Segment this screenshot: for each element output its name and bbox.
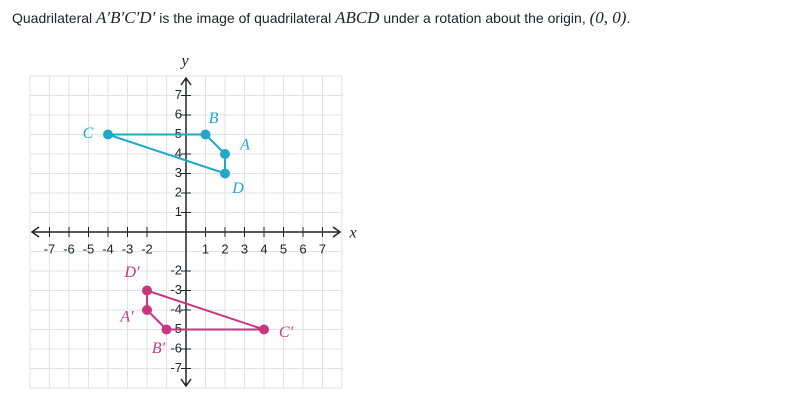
vertex: [220, 168, 230, 179]
y-tick-label: -4: [170, 301, 182, 316]
x-tick-label: 6: [299, 241, 306, 256]
question-math: A′B′C′D′: [96, 8, 156, 27]
vertex-label: A′: [119, 309, 134, 326]
y-tick-label: 3: [175, 165, 182, 180]
x-tick-label: 4: [260, 241, 267, 256]
y-tick-label: 1: [175, 204, 182, 219]
axis-arrow: [332, 226, 342, 238]
y-tick-label: 4: [175, 145, 182, 160]
question-text: Quadrilateral: [12, 10, 97, 26]
question-math: ABCD: [335, 8, 380, 27]
x-tick-label: 5: [280, 241, 287, 256]
y-tick-label: 2: [175, 184, 182, 199]
question-math: (0, 0): [589, 8, 627, 27]
x-tick-label: -6: [63, 241, 75, 256]
axis-arrow: [180, 76, 192, 86]
vertex: [259, 324, 269, 335]
x-tick-label: 1: [202, 241, 209, 256]
y-tick-label: -7: [170, 360, 182, 375]
y-tick-label: -3: [170, 282, 182, 297]
x-tick-label: 7: [319, 241, 326, 256]
y-tick-label: -6: [170, 340, 182, 355]
y-tick-label: 6: [175, 106, 182, 121]
x-tick-label: -4: [102, 241, 114, 256]
x-tick-label: -7: [44, 241, 56, 256]
vertex-label: B′: [152, 340, 166, 357]
x-tick-label: -3: [122, 241, 134, 256]
vertex: [142, 285, 152, 296]
question: Quadrilateral A′B′C′D′ is the image of q…: [12, 8, 630, 28]
vertex-label: D′: [123, 264, 140, 281]
vertex-label: A: [239, 137, 250, 154]
vertex: [200, 129, 211, 140]
y-axis-label: y: [179, 53, 189, 70]
x-tick-label: 3: [241, 241, 248, 256]
axis-arrow: [30, 226, 40, 238]
y-tick-label: 7: [175, 87, 182, 102]
y-tick-label: 5: [175, 126, 182, 141]
y-tick-label: -5: [170, 321, 182, 336]
vertex: [161, 324, 172, 335]
question-text: is the image of quadrilateral: [155, 10, 336, 26]
axis-arrow: [180, 378, 192, 388]
question-text: under a rotation about the origin,: [379, 10, 590, 26]
x-tick-label: 2: [221, 241, 228, 256]
y-tick-label: -2: [170, 262, 182, 277]
vertex-label: D: [231, 180, 244, 197]
vertex: [220, 149, 230, 159]
vertex: [142, 305, 152, 315]
question-text: .: [626, 10, 631, 26]
vertex-label: B: [209, 110, 219, 127]
vertex: [103, 129, 113, 140]
vertex-label: C: [83, 125, 94, 142]
x-axis-label: x: [348, 225, 356, 242]
vertex-label: C′: [279, 324, 294, 341]
x-tick-label: -5: [83, 241, 95, 256]
x-tick-label: -2: [141, 241, 153, 256]
